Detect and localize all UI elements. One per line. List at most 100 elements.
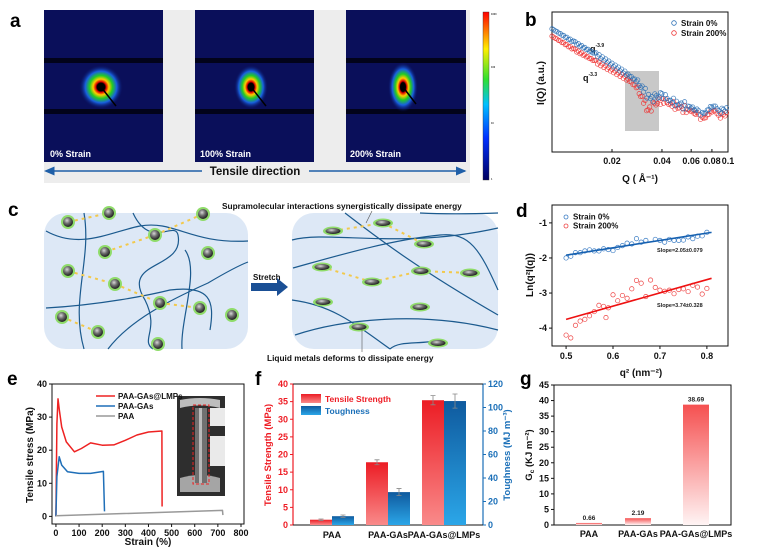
right-axis-label: Toughness (MJ m⁻³) bbox=[502, 409, 513, 500]
liquid-metal-particle bbox=[153, 339, 163, 349]
x-tick-label: 0.7 bbox=[654, 351, 667, 361]
data-point-strain-200 bbox=[714, 111, 720, 117]
legend-marker-strain-0 bbox=[563, 214, 569, 220]
y-tick-label: -1 bbox=[539, 218, 547, 228]
data-point-strain-0 bbox=[714, 106, 720, 112]
data-point-strain-200 bbox=[629, 286, 635, 292]
data-point-strain-0 bbox=[638, 84, 644, 90]
y-tick-label: 40 bbox=[539, 396, 549, 406]
y-tick-label: 5 bbox=[544, 504, 549, 514]
polymer-chain bbox=[45, 224, 249, 242]
error-bar bbox=[318, 518, 324, 521]
axes-frame bbox=[551, 204, 729, 347]
error-bar bbox=[396, 488, 402, 497]
data-point-strain-0 bbox=[650, 99, 656, 105]
data-point-strain-200 bbox=[652, 284, 658, 290]
data-point-strain-0 bbox=[630, 76, 636, 82]
data-point-strain-200 bbox=[720, 111, 726, 117]
liquid-metal-particle bbox=[63, 217, 73, 227]
curve-paa-gas bbox=[55, 456, 106, 517]
x-tick-label: 0.5 bbox=[560, 351, 573, 361]
x-tick-label: 0.08 bbox=[703, 156, 721, 166]
data-point-strain-0 bbox=[711, 103, 717, 109]
x-tick-label: 0 bbox=[53, 528, 58, 538]
legend-label-strain-0: Strain 0% bbox=[573, 213, 609, 222]
colorbar-tick: 10 bbox=[491, 122, 494, 125]
x-tick-label: 800 bbox=[233, 528, 248, 538]
y-tick-label: 15 bbox=[539, 473, 549, 483]
slope-annotation-blue: Slope=2.05±0.079 bbox=[657, 248, 703, 254]
colorbar bbox=[482, 11, 490, 181]
data-point-strain-0 bbox=[582, 248, 588, 254]
polymer-chain bbox=[344, 212, 499, 316]
data-point-strain-200 bbox=[691, 110, 697, 116]
panel-g-fracture-energy: Gc (KJ m⁻²) 0 5 10 15 20 25 30 35 40 45 0.66 PAA 2.1… bbox=[524, 380, 732, 539]
right-tick-label: 60 bbox=[488, 450, 498, 460]
x-tick-label: 400 bbox=[141, 528, 156, 538]
data-point-strain-200 bbox=[572, 322, 579, 328]
error-bar bbox=[340, 514, 346, 518]
x-tick-label: 0.1 bbox=[722, 156, 735, 166]
left-axis-label: Tensile Strength (MPa) bbox=[263, 404, 274, 506]
category-label: PAA-GAs@LMPs bbox=[660, 529, 733, 539]
right-tick-label: 20 bbox=[488, 497, 498, 507]
legend-marker-strain-200 bbox=[671, 30, 677, 36]
data-point-strain-0 bbox=[639, 83, 645, 89]
liquid-metal-particle bbox=[100, 247, 110, 257]
curve-paa bbox=[55, 509, 224, 517]
panel-label-d: d bbox=[516, 201, 528, 222]
legend-label-toughness: Toughness bbox=[325, 406, 370, 416]
saxs-image-2: 200% Strain bbox=[346, 10, 466, 162]
data-point-strain-200 bbox=[648, 277, 654, 283]
panel-label-c: c bbox=[8, 200, 19, 221]
legend-label-strain-200: Strain 200% bbox=[573, 222, 618, 231]
polymer-chain bbox=[419, 212, 499, 215]
data-point-strain-200 bbox=[636, 91, 642, 97]
data-point-strain-200 bbox=[633, 277, 640, 283]
data-point-strain-0 bbox=[658, 90, 664, 96]
category-label: PAA bbox=[580, 529, 599, 539]
y-tick-label: 0 bbox=[42, 511, 47, 521]
left-tick-label: 10 bbox=[278, 485, 288, 495]
polymer-chain bbox=[107, 261, 249, 350]
stretch-arrow-icon bbox=[251, 278, 288, 296]
supramolecular-bond bbox=[154, 213, 204, 236]
panel-e-stress-strain: Strain (%) Tensile stress (MPa) PAA-GAs@… bbox=[25, 379, 249, 548]
legend-swatch-toughness bbox=[301, 406, 321, 415]
y-tick-label: 35 bbox=[539, 411, 549, 421]
data-point-strain-0 bbox=[670, 95, 677, 101]
panel-label-a: a bbox=[10, 11, 21, 32]
saxs-label-2: 200% Strain bbox=[350, 149, 401, 159]
x-axis-label: Q ( Å⁻¹) bbox=[622, 172, 658, 185]
supramolecular-bond bbox=[104, 234, 156, 253]
data-point-strain-200 bbox=[672, 106, 678, 112]
data-point-strain-0 bbox=[633, 79, 639, 85]
data-point-strain-200 bbox=[590, 57, 596, 63]
right-tick-label: 120 bbox=[488, 379, 503, 389]
x-tick-label: 0.06 bbox=[682, 156, 700, 166]
data-point-strain-200 bbox=[582, 316, 588, 322]
liquid-metal-particle bbox=[110, 279, 120, 289]
data-point-strain-200 bbox=[669, 103, 675, 109]
specimen-photo-inset bbox=[177, 396, 225, 496]
data-point-strain-0 bbox=[610, 248, 616, 254]
data-point-strain-0 bbox=[633, 236, 640, 242]
data-point-strain-0 bbox=[638, 239, 644, 245]
liquid-metal-particle bbox=[416, 241, 432, 247]
legend-label-strain-200: Strain 200% bbox=[681, 29, 726, 38]
polymer-chain bbox=[292, 234, 499, 291]
bar-value-label: 2.19 bbox=[632, 510, 645, 517]
saxs-image-1: 100% Strain bbox=[195, 10, 314, 162]
x-axis-label: Strain (%) bbox=[125, 537, 172, 548]
liquid-metal-particle bbox=[364, 279, 380, 285]
y-axis-label: Gc (KJ m⁻²) bbox=[524, 429, 536, 480]
y-tick-label: 25 bbox=[539, 442, 549, 452]
data-point-strain-200 bbox=[694, 284, 701, 290]
x-tick-label: 0.04 bbox=[653, 156, 671, 166]
y-tick-label: 20 bbox=[37, 445, 47, 455]
data-point-strain-0 bbox=[712, 103, 718, 109]
data-point-strain-0 bbox=[590, 50, 596, 56]
fracture-energy-bar bbox=[576, 522, 602, 525]
data-point-strain-0 bbox=[694, 106, 700, 112]
data-point-strain-0 bbox=[669, 100, 675, 106]
